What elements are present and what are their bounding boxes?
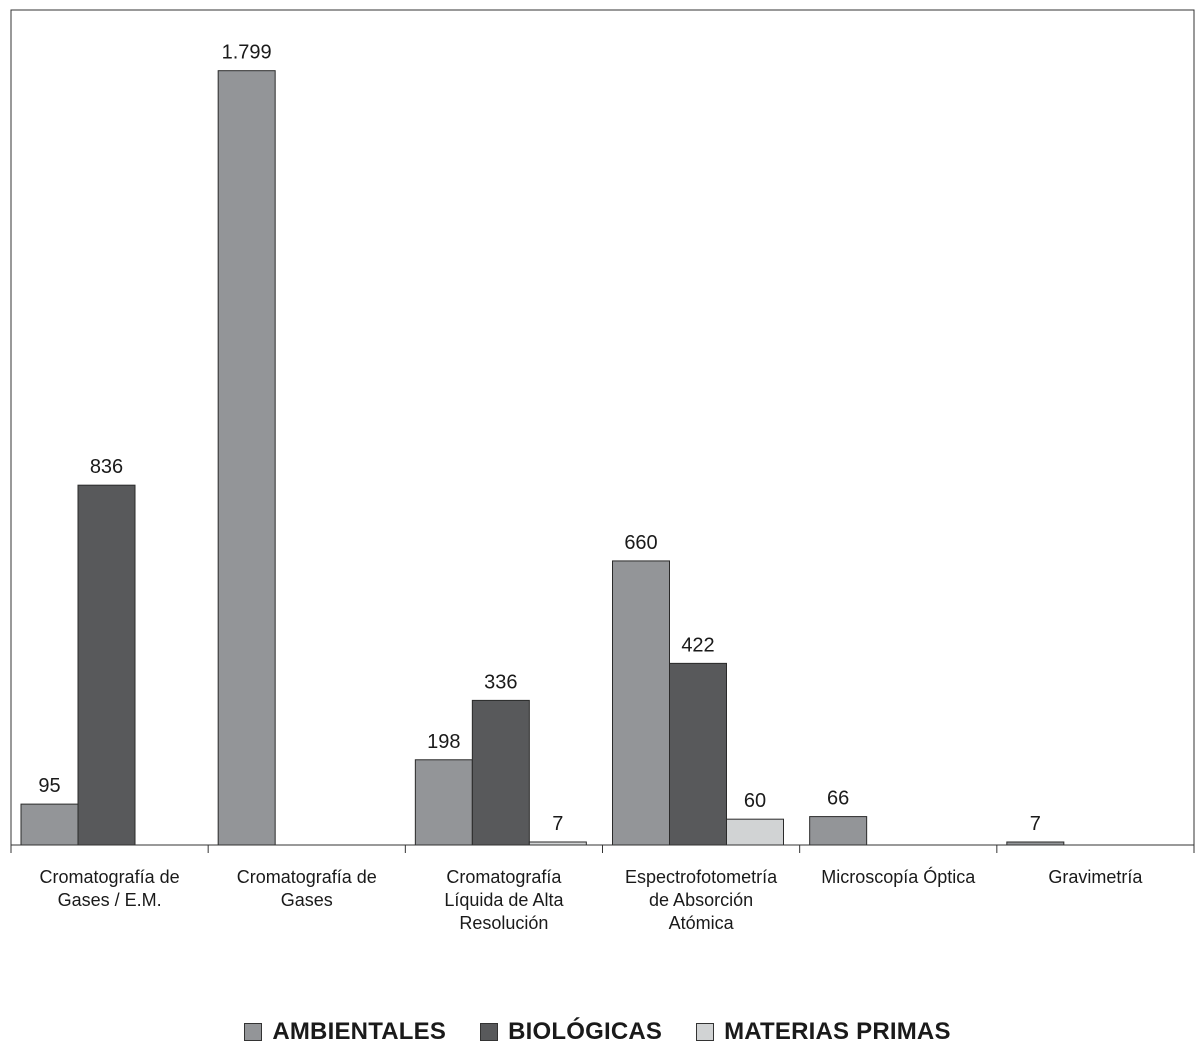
data-label: 336 bbox=[484, 671, 517, 693]
bar bbox=[20, 803, 79, 846]
bar bbox=[809, 816, 868, 846]
legend-label: BIOLÓGICAS bbox=[508, 1018, 663, 1045]
data-label: 66 bbox=[827, 788, 849, 810]
data-label: 836 bbox=[90, 456, 123, 478]
bar bbox=[726, 818, 784, 846]
bar bbox=[612, 560, 670, 846]
legend-label: MATERIAS PRIMAS bbox=[724, 1018, 951, 1045]
bar bbox=[414, 759, 473, 846]
category-label: Espectrofotometría de Absorción Atómica bbox=[625, 867, 778, 933]
data-label: 198 bbox=[427, 731, 460, 753]
category-label: Cromatografía de Gases bbox=[237, 867, 377, 910]
category-label: Cromatografía de Gases / E.M. bbox=[40, 867, 180, 910]
legend: AMBIENTALES BIOLÓGICAS MATERIAS PRIMAS bbox=[0, 1012, 1195, 1052]
legend-item: BIOLÓGICAS bbox=[480, 1018, 662, 1046]
legend-swatch bbox=[480, 1023, 499, 1041]
bar bbox=[471, 699, 530, 846]
legend-label: AMBIENTALES bbox=[272, 1018, 447, 1045]
data-label: 422 bbox=[681, 634, 714, 656]
data-label: 7 bbox=[552, 813, 563, 835]
legend-item: MATERIAS PRIMAS bbox=[696, 1018, 951, 1046]
data-label: 60 bbox=[744, 790, 766, 812]
bar bbox=[217, 70, 276, 846]
data-label: 660 bbox=[624, 532, 657, 554]
category-label: Gravimetría bbox=[1048, 867, 1143, 887]
bar bbox=[669, 662, 727, 846]
plot-frame bbox=[10, 9, 1195, 846]
legend-swatch bbox=[696, 1023, 715, 1041]
data-label: 7 bbox=[1030, 813, 1041, 835]
bar-chart: 95 836 1.799 198 336 7 660 422 60 66 7 Cromatograf… bbox=[10, 9, 1195, 933]
data-label: 1.799 bbox=[222, 42, 272, 64]
bar bbox=[77, 484, 136, 846]
category-label: Cromatografía Líquida de Alta Resolución bbox=[444, 867, 564, 933]
legend-swatch bbox=[244, 1023, 263, 1041]
data-label: 95 bbox=[38, 775, 60, 797]
category-label: Microscopía Óptica bbox=[821, 866, 976, 887]
legend-item: AMBIENTALES bbox=[244, 1018, 446, 1046]
